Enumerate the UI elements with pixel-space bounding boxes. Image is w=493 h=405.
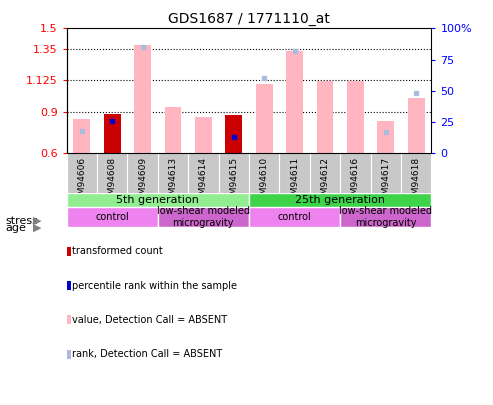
Text: GSM94609: GSM94609 bbox=[138, 156, 147, 206]
Bar bbox=[104, 114, 120, 153]
Text: low-shear modeled
microgravity: low-shear modeled microgravity bbox=[339, 206, 432, 228]
Text: low-shear modeled
microgravity: low-shear modeled microgravity bbox=[157, 206, 250, 228]
Text: control: control bbox=[95, 212, 129, 222]
Text: age: age bbox=[5, 223, 26, 233]
Bar bbox=[67, 207, 158, 227]
Bar bbox=[134, 45, 151, 153]
Text: stress: stress bbox=[5, 216, 38, 226]
Text: GSM94613: GSM94613 bbox=[169, 156, 177, 206]
Text: 25th generation: 25th generation bbox=[295, 195, 385, 205]
Title: GDS1687 / 1771110_at: GDS1687 / 1771110_at bbox=[168, 12, 330, 26]
Text: GSM94610: GSM94610 bbox=[260, 156, 269, 206]
Bar bbox=[347, 81, 364, 153]
Bar bbox=[378, 121, 394, 153]
Text: transformed count: transformed count bbox=[72, 246, 163, 256]
Bar bbox=[249, 207, 340, 227]
Text: ▶: ▶ bbox=[33, 216, 41, 226]
Bar bbox=[73, 119, 90, 153]
Text: percentile rank within the sample: percentile rank within the sample bbox=[72, 281, 238, 290]
Bar bbox=[225, 115, 242, 153]
Bar bbox=[317, 81, 333, 153]
Text: 5th generation: 5th generation bbox=[116, 195, 199, 205]
Bar bbox=[158, 207, 249, 227]
Text: rank, Detection Call = ABSENT: rank, Detection Call = ABSENT bbox=[72, 350, 223, 359]
Text: ▶: ▶ bbox=[33, 223, 41, 233]
Bar bbox=[195, 117, 211, 153]
Text: value, Detection Call = ABSENT: value, Detection Call = ABSENT bbox=[72, 315, 228, 325]
Bar bbox=[165, 107, 181, 153]
Text: GSM94611: GSM94611 bbox=[290, 156, 299, 206]
Bar bbox=[408, 98, 424, 153]
Text: GSM94616: GSM94616 bbox=[351, 156, 360, 206]
Bar bbox=[225, 120, 242, 153]
Text: GSM94606: GSM94606 bbox=[77, 156, 86, 206]
Text: GSM94615: GSM94615 bbox=[229, 156, 238, 206]
Bar bbox=[67, 192, 249, 207]
Bar bbox=[256, 84, 273, 153]
Text: GSM94618: GSM94618 bbox=[412, 156, 421, 206]
Text: GSM94614: GSM94614 bbox=[199, 156, 208, 205]
Text: GSM94612: GSM94612 bbox=[320, 156, 329, 205]
Bar bbox=[286, 51, 303, 153]
Text: GSM94617: GSM94617 bbox=[381, 156, 390, 206]
Text: control: control bbox=[278, 212, 312, 222]
Bar bbox=[340, 207, 431, 227]
Text: GSM94608: GSM94608 bbox=[107, 156, 117, 206]
Bar bbox=[249, 192, 431, 207]
Bar bbox=[104, 115, 120, 153]
